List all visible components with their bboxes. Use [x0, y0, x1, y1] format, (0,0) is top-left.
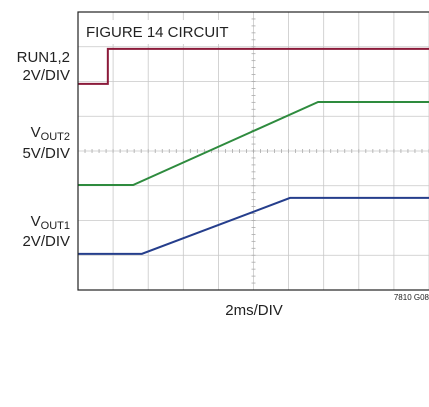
channel-scale: 5V/DIV — [22, 145, 70, 162]
grid — [78, 12, 429, 290]
trace — [78, 101, 429, 187]
channel-label: VOUT1 — [31, 213, 70, 232]
plot-frame — [77, 11, 429, 291]
annotation-bg — [82, 20, 234, 44]
channel-scale: 2V/DIV — [22, 67, 70, 84]
figure-note: 7810 G08 — [394, 293, 429, 302]
annotation: FIGURE 14 CIRCUIT — [86, 24, 229, 41]
traces — [78, 47, 429, 255]
trace — [78, 47, 429, 85]
channel-scale: 2V/DIV — [22, 233, 70, 250]
x-axis-label: 2ms/DIV — [225, 302, 283, 319]
trace — [78, 196, 429, 255]
channel-label: RUN1,2 — [17, 49, 70, 66]
channel-label: VOUT2 — [31, 124, 70, 143]
